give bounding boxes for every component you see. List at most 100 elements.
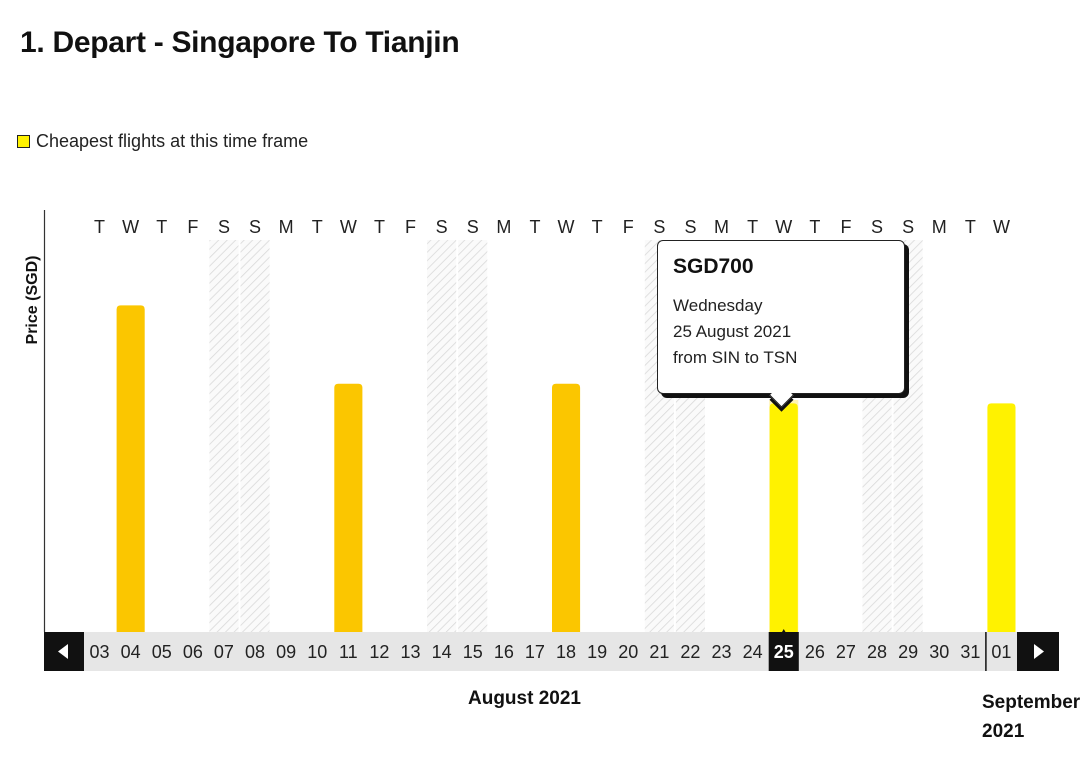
- legend-swatch: [17, 135, 30, 148]
- date-label: 18: [556, 642, 576, 662]
- date-cell-bg: [488, 632, 519, 671]
- date-cell-09[interactable]: 09: [271, 632, 302, 671]
- weekday-label: S: [218, 217, 230, 237]
- date-cell-11[interactable]: 11: [333, 632, 364, 671]
- legend-label: Cheapest flights at this time frame: [36, 131, 309, 151]
- date-cell-17[interactable]: 17: [519, 632, 550, 671]
- weekday-label: W: [558, 217, 575, 237]
- date-cell-15[interactable]: 15: [457, 632, 488, 671]
- weekday-label: F: [623, 217, 634, 237]
- date-cell-bg: [551, 632, 582, 671]
- tooltip-route: from SIN to TSN: [673, 348, 798, 367]
- weekday-label: S: [684, 217, 696, 237]
- date-cell-06[interactable]: 06: [177, 632, 208, 671]
- date-label: 26: [805, 642, 825, 662]
- date-cell-bg: [644, 632, 675, 671]
- bar-01[interactable]: [987, 403, 1016, 632]
- weekday-label: T: [965, 217, 976, 237]
- date-cell-bg: [706, 632, 737, 671]
- date-cell-10[interactable]: 10: [302, 632, 333, 671]
- date-cell-24[interactable]: 24: [737, 632, 768, 671]
- weekday-label: S: [436, 217, 448, 237]
- date-cell-20[interactable]: 20: [613, 632, 644, 671]
- date-label: 19: [587, 642, 607, 662]
- date-label: 11: [339, 642, 358, 662]
- date-cell-bg: [830, 632, 861, 671]
- date-label: 23: [712, 642, 732, 662]
- date-cell-19[interactable]: 19: [582, 632, 613, 671]
- weekday-label: T: [747, 217, 758, 237]
- date-cell-12[interactable]: 12: [364, 632, 395, 671]
- prev-button[interactable]: [44, 632, 84, 671]
- date-cell-07[interactable]: 07: [208, 632, 239, 671]
- date-cell-30[interactable]: 30: [924, 632, 955, 671]
- weekend-column-08: [240, 240, 270, 632]
- date-label: 30: [929, 642, 949, 662]
- date-label: 27: [836, 642, 856, 662]
- date-label: 20: [618, 642, 638, 662]
- date-cell-03[interactable]: 03: [84, 632, 115, 671]
- next-button[interactable]: [1017, 632, 1059, 671]
- date-cell-bg: [799, 632, 830, 671]
- date-cell-bg: [519, 632, 550, 671]
- weekday-label: W: [122, 217, 139, 237]
- bar-04[interactable]: [116, 305, 145, 632]
- date-cell-29[interactable]: 29: [893, 632, 924, 671]
- date-label: 05: [152, 642, 172, 662]
- bar-18[interactable]: [552, 383, 581, 632]
- date-cell-bg: [240, 632, 271, 671]
- date-cell-25[interactable]: 25: [768, 629, 799, 671]
- date-cell-bg: [582, 632, 613, 671]
- date-label: 24: [743, 642, 763, 662]
- date-cell-28[interactable]: 28: [862, 632, 893, 671]
- weekday-label: S: [871, 217, 883, 237]
- weekday-label: S: [902, 217, 914, 237]
- date-cell-05[interactable]: 05: [146, 632, 177, 671]
- date-cell-22[interactable]: 22: [675, 632, 706, 671]
- date-label: 03: [90, 642, 110, 662]
- weekday-label: S: [249, 217, 261, 237]
- date-cell-bg: [613, 632, 644, 671]
- date-cell-bg: [208, 632, 239, 671]
- date-cell-31[interactable]: 31: [955, 632, 986, 671]
- date-label: 28: [867, 642, 887, 662]
- weekday-label: W: [775, 217, 792, 237]
- bar-11[interactable]: [334, 383, 363, 632]
- page-title: 1. Depart - Singapore To Tianjin: [20, 26, 460, 59]
- weekday-label: S: [467, 217, 479, 237]
- date-cell-bg: [395, 632, 426, 671]
- date-cell-bg: [986, 632, 1017, 671]
- tooltip-weekday: Wednesday: [673, 296, 763, 315]
- selected-day-marker: [775, 629, 792, 643]
- date-cell-21[interactable]: 21: [644, 632, 675, 671]
- date-cell-14[interactable]: 14: [426, 632, 457, 671]
- date-cell-27[interactable]: 27: [830, 632, 861, 671]
- month-label-september: September 2021: [982, 692, 1080, 742]
- tooltip-date: 25 August 2021: [673, 322, 792, 341]
- weekday-label: F: [187, 217, 198, 237]
- month-label-august: August 2021: [468, 688, 581, 709]
- date-cell-04[interactable]: 04: [115, 632, 146, 671]
- date-cell-bg: [177, 632, 208, 671]
- date-cell-08[interactable]: 08: [240, 632, 271, 671]
- date-label: 14: [432, 642, 452, 662]
- date-cell-01[interactable]: 01: [986, 632, 1017, 671]
- bar-25[interactable]: [769, 403, 798, 632]
- caret-right-icon: [1034, 644, 1044, 659]
- date-cell-bg: [364, 632, 395, 671]
- date-cell-13[interactable]: 13: [395, 632, 426, 671]
- weekday-label: M: [496, 217, 511, 237]
- date-cell-bg: [955, 632, 986, 671]
- date-cell-bg: [675, 632, 706, 671]
- date-cell-18[interactable]: 18: [551, 632, 582, 671]
- date-cell-bg: [457, 632, 488, 671]
- weekday-label: M: [279, 217, 294, 237]
- date-cell-23[interactable]: 23: [706, 632, 737, 671]
- weekday-label: F: [840, 217, 851, 237]
- date-cell-26[interactable]: 26: [799, 632, 830, 671]
- weekday-label: T: [809, 217, 820, 237]
- date-label: 17: [525, 642, 545, 662]
- tooltip-price: SGD700: [673, 255, 754, 278]
- date-cell-16[interactable]: 16: [488, 632, 519, 671]
- date-cell-bg: [115, 632, 146, 671]
